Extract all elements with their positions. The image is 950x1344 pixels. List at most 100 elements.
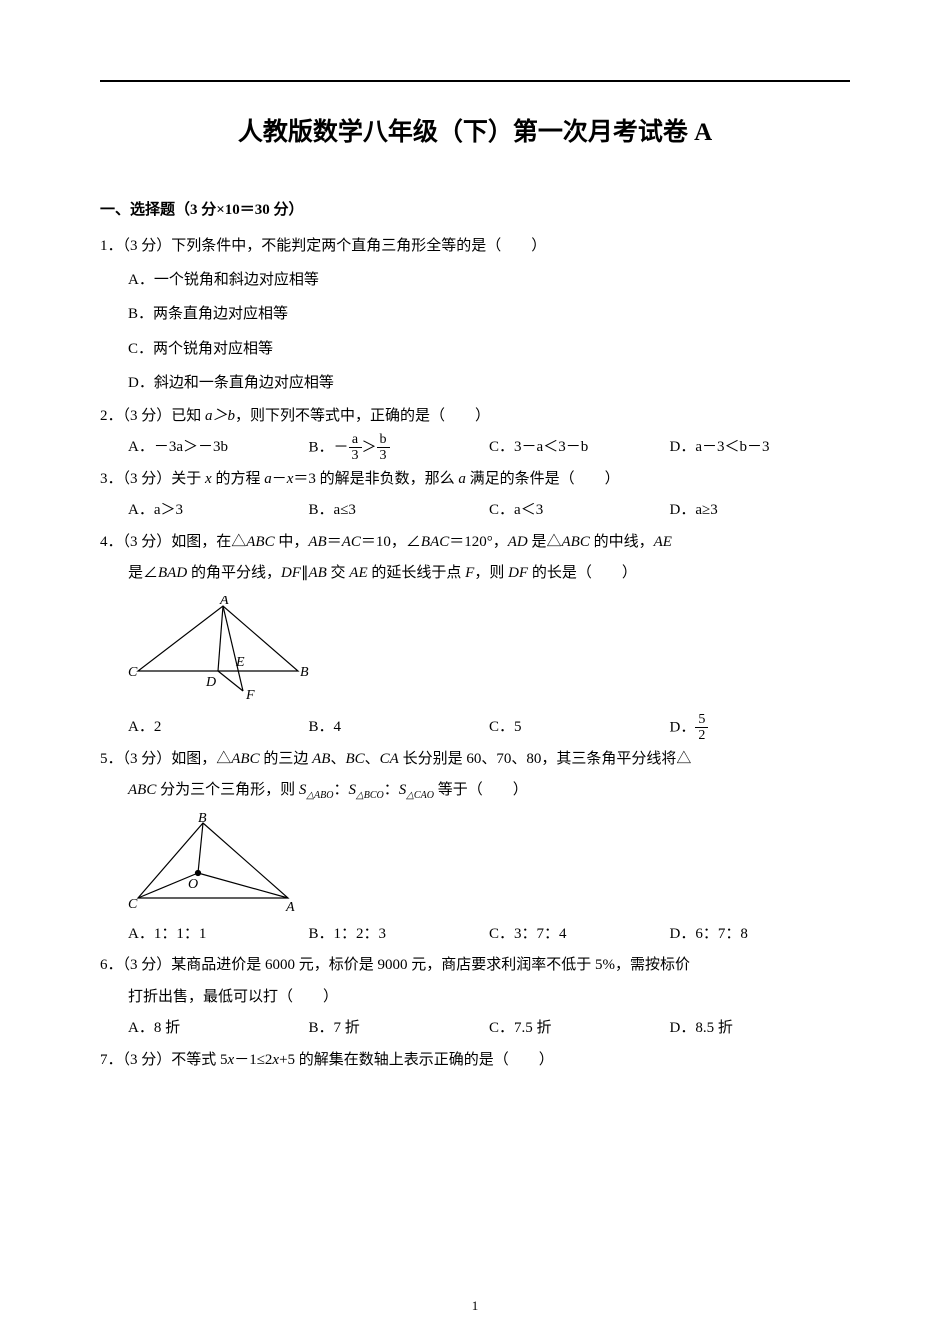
- t: 3．（3 分）关于: [100, 471, 205, 487]
- q6-line1: 6．（3 分）某商品进价是 6000 元，标价是 9000 元，商店要求利润率不…: [100, 950, 850, 982]
- lbl-o: O: [188, 877, 198, 892]
- frac: 52: [695, 712, 708, 744]
- t: a: [458, 471, 466, 487]
- t: C．3－: [489, 439, 537, 455]
- page-title: 人教版数学八年级（下）第一次月考试卷 A: [100, 112, 850, 148]
- t: －1≤2: [234, 1052, 272, 1068]
- q4-opt-a: A．2: [128, 712, 309, 744]
- q1-opt-c: C．两个锐角对应相等: [128, 332, 850, 367]
- t: a: [695, 502, 702, 518]
- t: AE: [654, 534, 672, 550]
- t: AB: [308, 565, 326, 581]
- t: AD: [508, 534, 528, 550]
- t: ABC: [246, 534, 274, 550]
- q5-opt-c: C．3：7：4: [489, 919, 670, 951]
- t: ＞3: [161, 502, 184, 518]
- q3-options: A．a＞3 B．a≤3 C．a＜3 D．a≥3: [100, 495, 850, 527]
- t: 的方程: [212, 471, 265, 487]
- q5-figure: A B C O: [128, 813, 298, 913]
- t: ＜3－: [543, 439, 581, 455]
- n: 5: [695, 712, 708, 728]
- t: ＞－3: [183, 439, 221, 455]
- lbl-e: E: [235, 655, 245, 670]
- q6-opt-b: B．7 折: [309, 1013, 490, 1045]
- n: a: [349, 432, 362, 448]
- q5-opt-d: D．6：7：8: [670, 919, 851, 951]
- t: AC: [342, 534, 361, 550]
- t: a: [264, 471, 272, 487]
- t: ABC: [231, 751, 259, 767]
- q4-opt-d: D．52: [670, 712, 851, 744]
- q4-opt-b: B．4: [309, 712, 490, 744]
- t: ABC: [562, 534, 590, 550]
- q1-options: A．一个锐角和斜边对应相等 B．两条直角边对应相等 C．两个锐角对应相等 D．斜…: [100, 263, 850, 401]
- t: －3: [747, 439, 770, 455]
- q2-post: ，则下列不等式中，正确的是（ ）: [235, 408, 490, 424]
- t: a: [514, 502, 521, 518]
- page-number: 1: [0, 1298, 950, 1314]
- q4-line2: 是∠BAD 的角平分线，DF∥AB 交 AE 的延长线于点 F，则 DF 的长是…: [100, 558, 850, 590]
- t: 交: [327, 565, 350, 581]
- t: ≥3: [702, 502, 718, 518]
- t: ＝120°，: [449, 534, 508, 550]
- t: 是△: [528, 534, 562, 550]
- q5-line2: ABC 分为三个三角形，则 S△ABO：S△BCO：S△CAO 等于（ ）: [100, 775, 850, 807]
- t: BC: [345, 751, 364, 767]
- t: BAC: [421, 534, 449, 550]
- frac: a3: [349, 432, 362, 464]
- lbl-c: C: [128, 897, 138, 912]
- t: 、: [365, 751, 380, 767]
- t: 中，: [275, 534, 309, 550]
- t: A．－3: [128, 439, 176, 455]
- q5-options: A．1：1：1 B．1：2：3 C．3：7：4 D．6：7：8: [100, 919, 850, 951]
- frac: b3: [377, 432, 390, 464]
- section-heading: 一、选择题（3 分×10＝30 分）: [100, 198, 850, 219]
- t: BAD: [158, 565, 187, 581]
- t: 7．（3 分）不等式 5: [100, 1052, 228, 1068]
- t: ：: [384, 782, 399, 798]
- t: A．: [128, 502, 154, 518]
- t: ABC: [128, 782, 156, 798]
- lbl-c: C: [128, 665, 138, 680]
- exam-page: 人教版数学八年级（下）第一次月考试卷 A 一、选择题（3 分×10＝30 分） …: [0, 0, 950, 1344]
- t: △BCO: [356, 790, 384, 801]
- t: B．－: [309, 439, 349, 455]
- q2-stem: 2．（3 分）已知 a＞b，则下列不等式中，正确的是（ ）: [100, 401, 850, 433]
- t: 等于（ ）: [434, 782, 528, 798]
- t: 的长是（ ）: [528, 565, 637, 581]
- t: 长分别是 60、70、80，其三条角平分线将△: [399, 751, 692, 767]
- q4-opt-c: C．5: [489, 712, 670, 744]
- q2-opt-b: B．－a3＞b3: [309, 432, 490, 464]
- t: DF: [281, 565, 301, 581]
- q2-opt-c: C．3－a＜3－b: [489, 432, 670, 464]
- t: ，则: [474, 565, 508, 581]
- q6-opt-a: A．8 折: [128, 1013, 309, 1045]
- q3-opt-a: A．a＞3: [128, 495, 309, 527]
- t: a: [695, 439, 702, 455]
- t: ＜3: [521, 502, 544, 518]
- t: D．: [670, 439, 696, 455]
- t: －: [272, 471, 287, 487]
- t: 的角平分线，: [187, 565, 281, 581]
- lbl-f: F: [245, 688, 255, 703]
- t: 满足的条件是（ ）: [466, 471, 620, 487]
- t: b: [581, 439, 589, 455]
- t: DF: [508, 565, 528, 581]
- t: C．: [489, 502, 514, 518]
- q3-opt-b: B．a≤3: [309, 495, 490, 527]
- q4-options: A．2 B．4 C．5 D．52: [100, 712, 850, 744]
- q3-opt-c: C．a＜3: [489, 495, 670, 527]
- top-rule: [100, 80, 850, 82]
- t: 4．（3 分）如图，在△: [100, 534, 246, 550]
- d: 3: [377, 448, 390, 463]
- t: AB: [312, 751, 330, 767]
- q1-opt-a: A．一个锐角和斜边对应相等: [128, 263, 850, 298]
- q5-opt-a: A．1：1：1: [128, 919, 309, 951]
- t: B．: [309, 502, 334, 518]
- q2-opt-a: A．－3a＞－3b: [128, 432, 309, 464]
- t: D．: [670, 502, 696, 518]
- q4-figure: A B C D E F: [128, 596, 318, 706]
- q1-stem: 1．（3 分）下列条件中，不能判定两个直角三角形全等的是（ ）: [100, 231, 850, 263]
- n: b: [377, 432, 390, 448]
- t: △CAO: [406, 790, 434, 801]
